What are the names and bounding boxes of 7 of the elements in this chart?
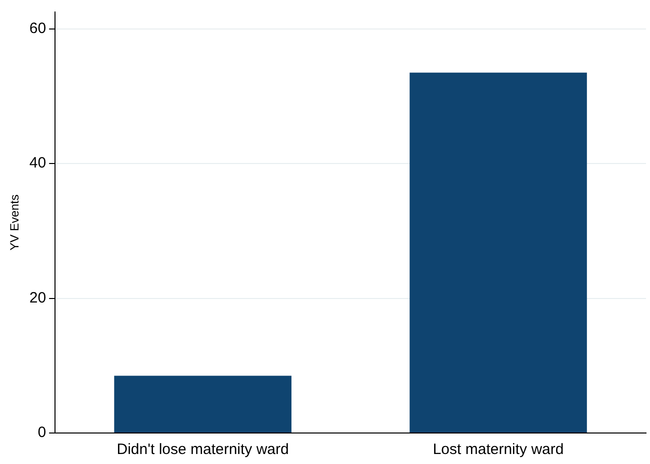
y-tick-label: 0 <box>38 424 46 442</box>
y-axis-title: YV Events <box>8 194 22 251</box>
y-tick-label: 60 <box>29 20 46 37</box>
x-tick-label: Didn't lose maternity ward <box>116 441 289 458</box>
y-tick-label: 20 <box>29 289 46 306</box>
y-tick-label: 40 <box>29 154 46 172</box>
x-tick-label: Lost maternity ward <box>432 441 564 458</box>
